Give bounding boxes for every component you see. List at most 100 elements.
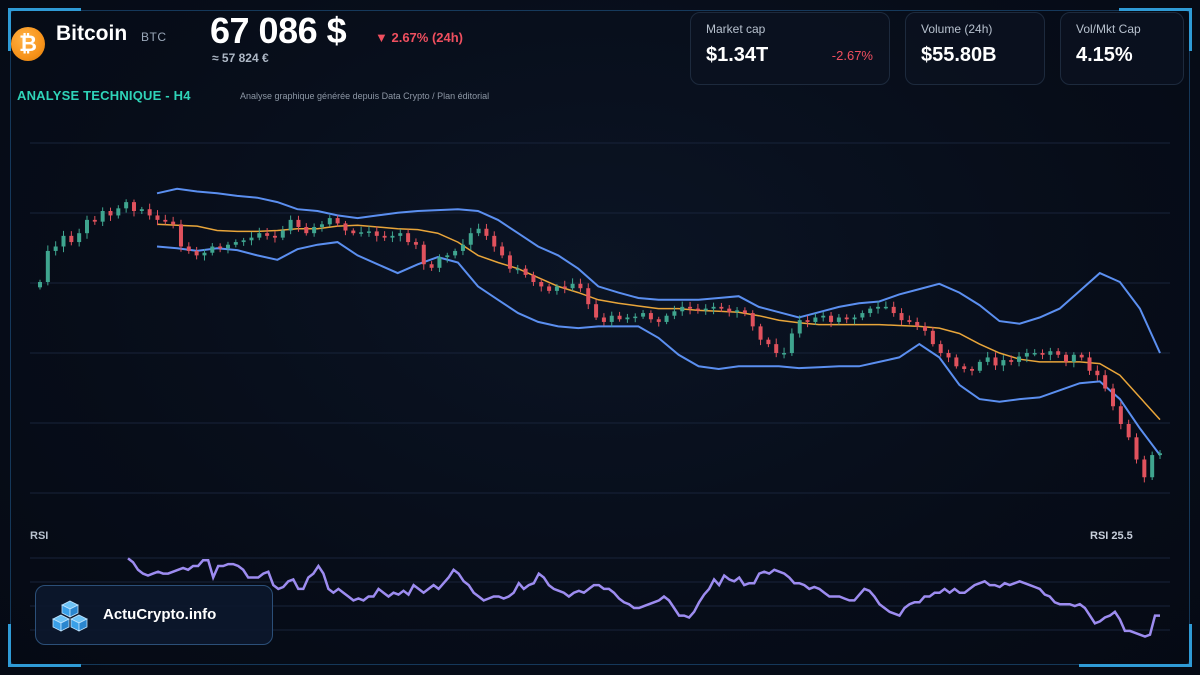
stat-value: $1.34T bbox=[706, 44, 769, 66]
candle bbox=[625, 313, 630, 323]
candle-body bbox=[1079, 354, 1084, 358]
candle-body bbox=[1095, 370, 1100, 376]
candle bbox=[899, 308, 904, 326]
candle bbox=[891, 301, 896, 317]
candle-body bbox=[554, 286, 559, 291]
candle-body bbox=[492, 235, 497, 247]
candle-body bbox=[727, 308, 732, 313]
candle bbox=[766, 337, 771, 348]
candle-body bbox=[876, 306, 881, 309]
candle bbox=[335, 215, 340, 227]
candle bbox=[1134, 433, 1139, 464]
candle bbox=[507, 251, 512, 273]
candle bbox=[1126, 419, 1131, 441]
candle-body bbox=[194, 250, 199, 256]
rsi-line bbox=[127, 557, 1160, 638]
candle bbox=[38, 279, 42, 290]
candle-body bbox=[852, 317, 857, 320]
candle bbox=[53, 241, 58, 256]
candle bbox=[1001, 355, 1006, 372]
candle-body bbox=[406, 233, 411, 243]
candle-body bbox=[155, 215, 160, 220]
candle bbox=[1118, 401, 1123, 430]
candle-body bbox=[695, 308, 700, 311]
candle bbox=[695, 303, 700, 314]
candle bbox=[1017, 352, 1022, 367]
candle-body bbox=[1111, 388, 1116, 407]
candle-body bbox=[531, 274, 536, 282]
candle bbox=[860, 310, 865, 321]
brand-badge[interactable]: ActuCrypto.info bbox=[35, 585, 273, 645]
candle bbox=[155, 210, 160, 226]
candle bbox=[429, 261, 434, 271]
candle bbox=[178, 219, 183, 252]
candle-body bbox=[547, 286, 552, 291]
candle-body bbox=[1142, 459, 1147, 478]
candle-body bbox=[766, 339, 771, 345]
candle bbox=[750, 310, 755, 331]
candle-body bbox=[774, 344, 779, 353]
candle bbox=[1111, 383, 1116, 411]
candle bbox=[1087, 351, 1092, 375]
candle bbox=[789, 328, 794, 356]
candle bbox=[923, 322, 928, 336]
candle-body bbox=[633, 316, 638, 319]
stat-label: Market cap bbox=[706, 22, 766, 36]
stat-label: Vol/Mkt Cap bbox=[1076, 22, 1141, 36]
candle-body bbox=[382, 235, 387, 238]
candle-body bbox=[719, 306, 724, 309]
candle-body bbox=[860, 313, 865, 318]
candle-body bbox=[648, 313, 653, 320]
candle bbox=[327, 215, 332, 227]
candle-body bbox=[539, 282, 544, 287]
candle bbox=[954, 354, 959, 369]
candle-body bbox=[69, 235, 74, 243]
candle-body bbox=[233, 242, 238, 245]
candle bbox=[366, 226, 371, 237]
analysis-title: ANALYSE TECHNIQUE - H4 bbox=[17, 88, 191, 103]
candle-body bbox=[805, 320, 810, 322]
candlestick-series bbox=[38, 199, 1162, 483]
candle bbox=[69, 231, 74, 246]
candle-body bbox=[1024, 353, 1029, 357]
candle-body bbox=[453, 250, 458, 256]
candle-body bbox=[100, 211, 105, 222]
candle bbox=[852, 314, 857, 325]
brand-name: ActuCrypto.info bbox=[103, 606, 217, 623]
candle bbox=[946, 349, 951, 363]
candle-body bbox=[962, 366, 967, 369]
candle-body bbox=[500, 246, 505, 256]
candle-body bbox=[202, 252, 207, 256]
stat-card-volume: Volume (24h) $55.80B bbox=[905, 12, 1045, 85]
candle bbox=[296, 215, 301, 232]
candle-body bbox=[601, 317, 606, 322]
candle bbox=[554, 284, 559, 295]
candle bbox=[1103, 370, 1108, 392]
candle bbox=[249, 231, 254, 246]
candle-body bbox=[335, 218, 340, 224]
candle bbox=[1009, 355, 1014, 366]
candle bbox=[1095, 365, 1100, 381]
candle-body bbox=[484, 228, 489, 236]
candle bbox=[883, 301, 888, 310]
candle-body bbox=[672, 311, 677, 316]
candle bbox=[758, 323, 763, 346]
candle bbox=[468, 227, 473, 251]
candle bbox=[382, 231, 387, 241]
candle bbox=[272, 230, 277, 243]
candle-body bbox=[1064, 354, 1069, 362]
candle-body bbox=[1056, 351, 1061, 355]
candle bbox=[703, 304, 708, 315]
candle bbox=[390, 231, 395, 243]
candle-body bbox=[594, 304, 599, 318]
candle-body bbox=[84, 219, 89, 234]
candle bbox=[413, 238, 418, 250]
rsi-current-value: RSI 25.5 bbox=[1090, 530, 1133, 542]
candle-body bbox=[703, 308, 708, 311]
candle-body bbox=[1040, 353, 1045, 355]
candle bbox=[225, 241, 230, 254]
candle bbox=[523, 265, 528, 278]
candle-body bbox=[742, 310, 747, 314]
candle-body bbox=[570, 283, 575, 289]
